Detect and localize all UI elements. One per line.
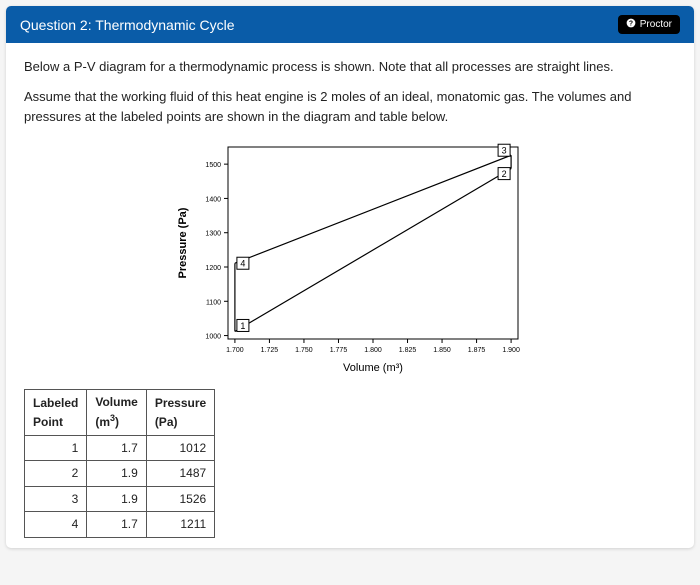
pv-chart-svg: 1000 1100 1200 1300 1400 1500 1.700 1.725 1.750 1… — [170, 137, 530, 377]
table-row: 11.71012 — [25, 435, 215, 461]
question-card: Question 2: Thermodynamic Cycle ? Procto… — [6, 6, 694, 548]
cell-pressure: 1526 — [146, 486, 214, 512]
cell-point: 2 — [25, 461, 87, 487]
proctor-button[interactable]: ? Proctor — [618, 15, 680, 34]
cell-pressure: 1012 — [146, 435, 214, 461]
cell-volume: 1.7 — [87, 512, 146, 538]
svg-text:1.825: 1.825 — [399, 347, 417, 354]
svg-text:1.700: 1.700 — [226, 347, 244, 354]
cell-point: 4 — [25, 512, 87, 538]
col-pressure: Pressure (Pa) — [146, 390, 214, 435]
svg-text:?: ? — [629, 21, 633, 28]
cell-pressure: 1211 — [146, 512, 214, 538]
cell-volume: 1.7 — [87, 435, 146, 461]
cell-point: 1 — [25, 435, 87, 461]
cell-volume: 1.9 — [87, 486, 146, 512]
question-body: Below a P-V diagram for a thermodynamic … — [6, 43, 694, 548]
help-icon: ? — [626, 18, 636, 31]
svg-text:1200: 1200 — [205, 265, 221, 272]
svg-text:1000: 1000 — [205, 334, 221, 341]
intro-paragraph-2: Assume that the working fluid of this he… — [24, 87, 676, 127]
svg-text:1.850: 1.850 — [433, 347, 451, 354]
svg-text:2: 2 — [502, 170, 507, 180]
svg-text:4: 4 — [240, 259, 245, 269]
svg-text:1.750: 1.750 — [295, 347, 313, 354]
svg-text:1500: 1500 — [205, 163, 221, 170]
proctor-label: Proctor — [640, 19, 672, 30]
question-header: Question 2: Thermodynamic Cycle ? Procto… — [6, 6, 694, 43]
points-table: Labeled Point Volume (m3) Pressure (Pa) … — [24, 389, 215, 538]
svg-text:Pressure (Pa): Pressure (Pa) — [177, 208, 189, 279]
svg-text:1300: 1300 — [205, 231, 221, 238]
svg-text:1100: 1100 — [206, 300, 221, 307]
svg-text:1.900: 1.900 — [502, 347, 520, 354]
cell-point: 3 — [25, 486, 87, 512]
svg-text:3: 3 — [502, 146, 507, 156]
svg-text:Volume (m³): Volume (m³) — [343, 362, 403, 374]
table-row: 21.91487 — [25, 461, 215, 487]
question-title: Question 2: Thermodynamic Cycle — [20, 17, 235, 33]
svg-text:1.725: 1.725 — [261, 347, 279, 354]
svg-text:1: 1 — [240, 321, 245, 331]
table-row: 41.71211 — [25, 512, 215, 538]
table-header-row: Labeled Point Volume (m3) Pressure (Pa) — [25, 390, 215, 435]
svg-text:1.875: 1.875 — [468, 347, 486, 354]
col-volume: Volume (m3) — [87, 390, 146, 435]
table-row: 31.91526 — [25, 486, 215, 512]
cell-pressure: 1487 — [146, 461, 214, 487]
svg-text:1400: 1400 — [205, 197, 221, 204]
svg-text:1.775: 1.775 — [330, 347, 348, 354]
intro-paragraph-1: Below a P-V diagram for a thermodynamic … — [24, 57, 676, 77]
svg-text:1.800: 1.800 — [364, 347, 382, 354]
col-point: Labeled Point — [25, 390, 87, 435]
pv-chart: 1000 1100 1200 1300 1400 1500 1.700 1.725 1.750 1… — [24, 137, 676, 377]
cell-volume: 1.9 — [87, 461, 146, 487]
